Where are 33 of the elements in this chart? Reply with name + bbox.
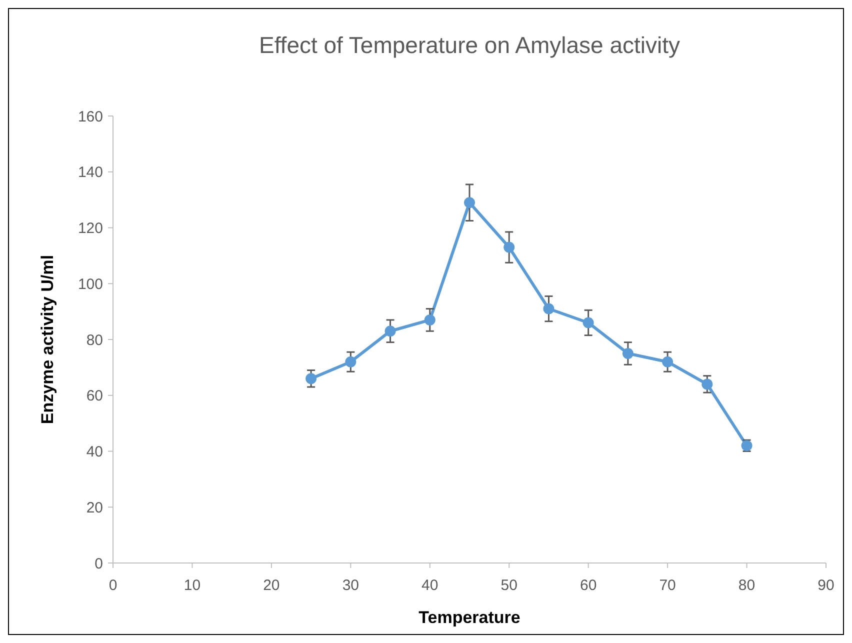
point xyxy=(622,348,634,359)
point xyxy=(384,326,396,337)
y-tick-label: 60 xyxy=(86,388,103,405)
y-tick-label: 140 xyxy=(78,164,103,182)
x-tick-label: 40 xyxy=(422,577,438,594)
point xyxy=(424,314,436,326)
point xyxy=(504,242,515,253)
x-tick-label: 10 xyxy=(184,577,201,594)
point xyxy=(464,197,475,208)
x-tick-label: 70 xyxy=(659,577,676,594)
point xyxy=(345,356,356,368)
point xyxy=(582,317,594,328)
point xyxy=(543,303,554,314)
y-tick-label: 120 xyxy=(78,220,103,237)
y-tick-label: 40 xyxy=(86,444,103,460)
point xyxy=(662,356,674,368)
chart-title: Effect of Temperature on Amylase activity xyxy=(258,32,681,58)
point xyxy=(306,373,317,384)
x-tick-label: 80 xyxy=(738,577,756,594)
x-axis-title: Temperature xyxy=(418,608,520,627)
y-axis-title: Enzyme activity U/ml xyxy=(38,254,57,424)
x-tick-label: 0 xyxy=(108,577,118,594)
x-tick-label: 60 xyxy=(580,577,597,594)
x-tick-label: 20 xyxy=(263,577,280,594)
x-tick-label: 30 xyxy=(342,577,360,594)
y-tick-label: 100 xyxy=(78,276,103,293)
y-tick-label: 20 xyxy=(86,499,103,516)
x-tick-label: 50 xyxy=(500,577,518,594)
y-tick-label: 0 xyxy=(94,555,103,572)
y-tick-label: 80 xyxy=(86,332,103,349)
x-tick-label: 90 xyxy=(818,577,834,594)
y-tick-label: 160 xyxy=(78,108,103,126)
point xyxy=(702,378,713,390)
